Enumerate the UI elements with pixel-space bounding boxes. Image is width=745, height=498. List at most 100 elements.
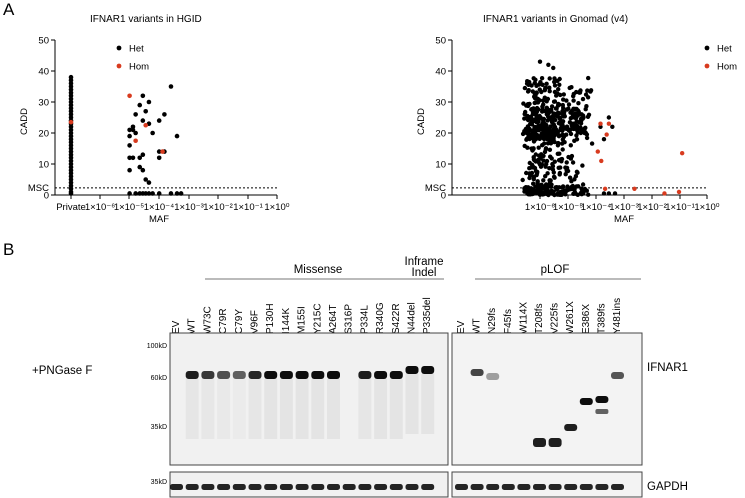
gnomad-het-point: [560, 128, 565, 133]
gnomad-het-point: [553, 106, 559, 111]
gapdh-band-left: [185, 484, 199, 490]
hgid-het-point: [127, 143, 132, 148]
gnomad-het-point: [542, 149, 548, 155]
hgid-chart-title: IFNAR1 variants in HGID: [90, 14, 202, 25]
gnomad-het-point: [566, 106, 571, 111]
gnomad-het-point: [548, 154, 553, 159]
gnomad-het-point: [548, 108, 554, 113]
inframe-group-label-line2: Indel: [412, 267, 437, 279]
ifnar1-band-left: [201, 371, 215, 379]
gnomad-het-point: [568, 131, 574, 137]
ifnar1-smear-left: [389, 379, 403, 439]
hgid-hom-point: [160, 149, 165, 154]
hgid-het-point: [127, 167, 132, 173]
gnomad-het-point: [534, 172, 539, 178]
gnomad-het-point: [555, 191, 560, 196]
gapdh-membrane-left: [169, 471, 449, 498]
gnomad-het-point: [534, 105, 540, 111]
gnomad-het-point: [551, 189, 556, 194]
gnomad-het-point: [556, 87, 561, 92]
gnomad-het-point: [550, 167, 556, 172]
gnomad-het-point: [563, 192, 568, 197]
ifnar1-band-left: [185, 371, 199, 379]
gapdh-band-left: [201, 484, 215, 490]
gnomad-het-point: [533, 77, 538, 83]
gapdh-band-right: [455, 484, 468, 490]
hgid-het-point: [140, 118, 146, 123]
gnomad-het-point: [584, 135, 590, 141]
gnomad-het-point: [543, 122, 548, 127]
hgid-het-point: [150, 191, 155, 196]
gnomad-y-axis-label: CADD: [416, 108, 427, 135]
gnomad-het-point: [573, 116, 579, 121]
gapdh-band-left: [264, 484, 278, 490]
gnomad-het-point: [541, 178, 546, 183]
gnomad-het-point: [567, 128, 572, 133]
gnomad-het-point: [531, 146, 536, 151]
lane-label-left: P130H: [265, 303, 276, 334]
gnomad-het-point: [575, 130, 581, 135]
gnomad-x-tick-label: 1×10⁻³: [609, 202, 639, 213]
ifnar1-smear-left: [358, 379, 372, 439]
gnomad-het-point: [575, 192, 580, 197]
gnomad-het-point: [537, 136, 542, 141]
lane-label-right: E386X: [581, 304, 592, 334]
gnomad-het-point: [556, 132, 561, 138]
lane-label-left: M155I: [297, 306, 308, 334]
gnomad-het-point: [575, 170, 580, 175]
gnomad-het-point: [568, 186, 573, 192]
lane-label-right: W261X: [565, 301, 576, 334]
ifnar1-smear-left: [279, 379, 293, 439]
gnomad-het-point: [557, 151, 562, 156]
gnomad-hom-point: [679, 150, 685, 156]
lane-label-left: W73C: [202, 306, 213, 334]
gnomad-het-point: [544, 131, 550, 136]
gnomad-het-point: [551, 127, 556, 132]
gnomad-y-tick-label: 40: [435, 67, 446, 78]
ifnar1-smear-left: [327, 379, 340, 439]
ifnar1-band-left: [327, 371, 340, 379]
lane-label-left: Y215C: [312, 303, 323, 334]
ifnar1-band-left: [248, 371, 262, 379]
lane-label-right: W114X: [518, 302, 529, 334]
lane-label-left: S422R: [391, 303, 402, 334]
gnomad-x-tick-label: 1×10⁻⁶: [525, 202, 555, 213]
lane-label-right: Y481ins: [612, 298, 623, 334]
lane-label-left: EV: [171, 320, 182, 334]
gnomad-hom-point: [632, 186, 637, 191]
ifnar1-band-left: [405, 366, 419, 374]
lane-label-right: EV: [456, 320, 467, 334]
gapdh-band-right: [501, 484, 515, 490]
gnomad-het-point: [550, 164, 556, 169]
gnomad-het-point: [524, 81, 530, 86]
gnomad-het-point: [530, 189, 535, 194]
gnomad-het-point: [533, 125, 538, 130]
hgid-het-point: [133, 112, 138, 117]
ifnar1-band-right: [579, 398, 593, 405]
gnomad-het-point: [540, 109, 545, 114]
lane-label-right: V225fs: [550, 303, 561, 334]
gnomad-het-point: [529, 116, 534, 122]
gnomad-het-point: [525, 124, 531, 129]
hgid-het-point: [178, 191, 184, 196]
hgid-x-tick-label: 1×10⁰: [264, 202, 289, 213]
gnomad-het-point: [547, 147, 553, 152]
lane-label-right: F45fs: [503, 309, 514, 334]
blot-membrane-left: [169, 332, 449, 466]
ifnar1-smear-left: [311, 379, 325, 439]
gnomad-het-point: [558, 165, 563, 170]
gnomad-x-tick-label: 1×10⁻²: [637, 202, 667, 213]
gnomad-het-point: [551, 65, 556, 71]
gnomad-het-point: [543, 146, 549, 151]
gnomad-het-point: [520, 177, 525, 183]
gapdh-band-right: [533, 484, 546, 490]
hgid-het-point: [143, 191, 149, 196]
hgid-het-point: [127, 133, 132, 139]
gnomad-het-point: [547, 76, 552, 81]
mw-marker-35kd: 35kD: [151, 424, 167, 431]
hgid-het-point: [133, 130, 138, 136]
gnomad-het-point: [554, 93, 559, 98]
gnomad-het-point: [543, 174, 548, 179]
gnomad-het-point: [569, 153, 575, 159]
gnomad-het-point: [606, 191, 612, 196]
